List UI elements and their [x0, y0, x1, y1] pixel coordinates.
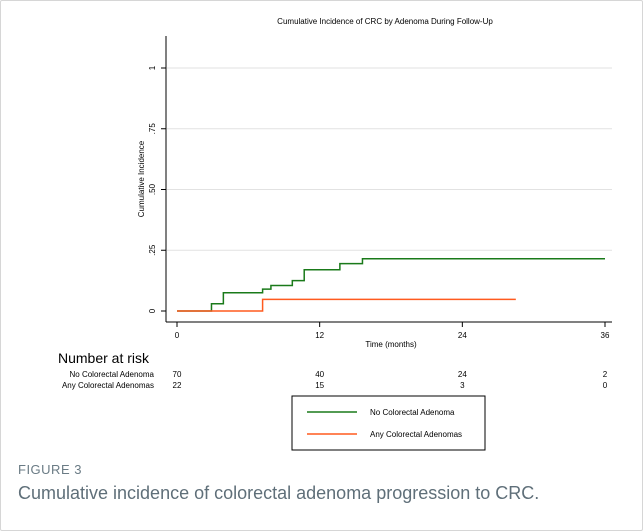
risk-row-label: No Colorectal Adenoma [70, 370, 155, 379]
series-line [177, 298, 516, 312]
series-line [177, 258, 605, 312]
risk-value: 22 [173, 381, 182, 390]
risk-value: 24 [458, 370, 467, 379]
x-tick-label: 12 [315, 331, 324, 340]
y-tick-label: 0 [148, 308, 157, 313]
axes: 0 .25 .50 .75 1 0 12 24 36 [148, 36, 612, 340]
series-lines [177, 258, 605, 312]
risk-table: Number at risk No Colorectal Adenoma 70 40 2… [58, 350, 608, 390]
risk-value: 2 [603, 370, 608, 379]
legend-entry: No Colorectal Adenoma [370, 408, 455, 417]
y-tick-label: 1 [148, 65, 157, 70]
y-tick-label: .25 [148, 244, 157, 256]
cumulative-incidence-chart: Cumulative Incidence of CRC by Adenoma D… [58, 17, 612, 451]
x-axis-label: Time (months) [365, 340, 417, 349]
risk-table-title: Number at risk [58, 350, 150, 366]
risk-value: 70 [173, 370, 182, 379]
x-tick-label: 0 [175, 331, 180, 340]
risk-value: 15 [315, 381, 324, 390]
chart-title: Cumulative Incidence of CRC by Adenoma D… [277, 17, 493, 26]
y-tick-label: .50 [148, 183, 157, 195]
risk-value: 40 [315, 370, 324, 379]
risk-value: 3 [460, 381, 465, 390]
y-tick-label: .75 [148, 123, 157, 135]
gridlines [167, 67, 612, 251]
x-tick-label: 36 [601, 331, 610, 340]
legend: No Colorectal Adenoma Any Colorectal Aden… [291, 395, 486, 451]
risk-row-label: Any Colorectal Adenomas [62, 381, 154, 390]
figure-label: FIGURE 3 [18, 462, 82, 477]
risk-value: 0 [603, 381, 608, 390]
figure-caption: Cumulative incidence of colorectal adeno… [18, 483, 540, 503]
legend-entry: Any Colorectal Adenomas [370, 430, 462, 439]
legend-box [291, 395, 486, 451]
x-tick-label: 24 [458, 331, 467, 340]
y-axis-label: Cumulative Incidence [137, 140, 146, 217]
